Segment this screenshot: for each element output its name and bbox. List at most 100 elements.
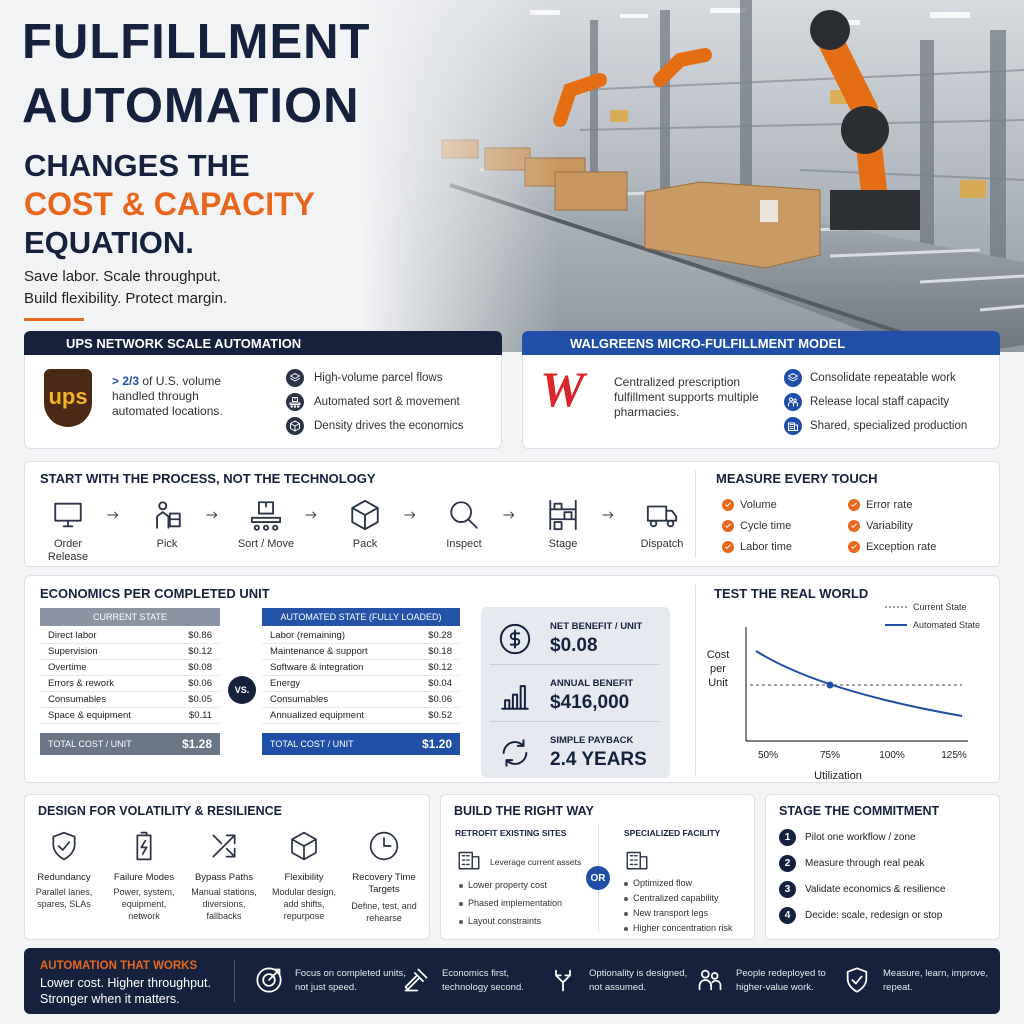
tagline: Build flexibility. Protect margin.: [24, 290, 228, 307]
row-cost: $0.06: [188, 678, 212, 689]
row-item: Supervision: [48, 646, 98, 657]
row-cost: $0.08: [188, 662, 212, 673]
row-line: [262, 723, 460, 724]
or-badge: [586, 866, 610, 890]
point: Layout constraints: [468, 916, 542, 926]
divider: [24, 318, 84, 321]
item-text: Power, system, equipment, network: [113, 887, 175, 921]
row-item: Errors & rework: [48, 678, 114, 689]
metric-label: SIMPLE PAYBACK: [550, 735, 634, 746]
icon: [788, 397, 798, 407]
row-line: [262, 659, 460, 660]
description: Centralized prescription fulfillment sup…: [614, 375, 759, 419]
crossover-point: [826, 681, 834, 689]
icon: [351, 499, 379, 531]
step-number: 4: [784, 910, 791, 921]
footer-point: Economics first, technology second.: [442, 968, 524, 993]
section-title: TEST THE REAL WORLD: [714, 586, 869, 601]
item-text: Define, test, and rehearse: [351, 901, 417, 923]
icon: [626, 851, 648, 870]
icon: [788, 373, 798, 382]
step-label: Stage: [548, 538, 578, 550]
row-line: [40, 643, 220, 644]
divider: [695, 585, 696, 775]
point: Centralized capability: [633, 893, 719, 903]
icon: [52, 831, 76, 861]
divider: [234, 960, 235, 1002]
tagline: Save labor. Scale throughput.: [24, 268, 221, 285]
table-title: AUTOMATED STATE (FULLY LOADED): [280, 612, 442, 622]
footer-line: Lower cost. Higher throughput.: [40, 976, 211, 990]
card-title: WALGREENS MICRO-FULFILLMENT MODEL: [570, 336, 846, 351]
icon: [290, 420, 300, 432]
icon: [212, 834, 236, 858]
icon: [54, 502, 82, 528]
walgreens-logo: W: [540, 361, 585, 417]
icon: [305, 511, 317, 519]
footer-point: People redeployed to higher-value work.: [736, 968, 826, 993]
section-title: ECONOMICS PER COMPLETED UNIT: [40, 586, 270, 601]
card-header: [24, 331, 502, 355]
vs-badge: [228, 676, 256, 704]
measure-item: Cycle time: [740, 520, 792, 532]
step-text: Validate economics & resilience: [805, 884, 946, 895]
icon: [851, 523, 857, 528]
icon: [549, 499, 577, 531]
row-line: [262, 691, 460, 692]
step-number: 1: [784, 832, 791, 843]
icon: [107, 511, 119, 519]
ups-logo: ups: [48, 384, 88, 409]
column-lead: Leverage current assets: [490, 857, 582, 867]
row-line: [40, 723, 220, 724]
icon: [501, 685, 529, 710]
icon: [502, 739, 528, 767]
point: New transport legs: [633, 908, 709, 918]
icon: [136, 831, 152, 861]
footer-point: Measure, learn, improve, repeat.: [883, 968, 989, 993]
metric-value: 2.4 YEARS: [550, 749, 647, 770]
row-line: [40, 707, 220, 708]
item-title: Redundancy: [37, 872, 91, 883]
icon: [698, 969, 722, 991]
stat-highlight: > 2/3: [112, 374, 140, 388]
icon: [503, 511, 515, 519]
subtitle-highlight: COST & CAPACITY: [24, 186, 315, 222]
hero-photo: [360, 0, 1024, 352]
row-cost: $0.06: [428, 694, 452, 705]
item-text: Manual stations, diversions, fallbacks: [191, 887, 257, 921]
row-cost: $0.04: [428, 678, 452, 689]
item-title: Bypass Paths: [194, 872, 254, 883]
card-title: UPS NETWORK SCALE AUTOMATION: [66, 336, 302, 351]
measure-item: Variability: [866, 520, 913, 532]
table-header: [40, 608, 220, 626]
icon: [290, 373, 300, 382]
step-text: Measure through real peak: [805, 858, 925, 869]
point: Optimized flow: [633, 878, 693, 888]
icon: [555, 969, 571, 992]
subtitle: EQUATION.: [24, 225, 194, 260]
footer-point: Focus on completed units, not just speed…: [295, 968, 406, 993]
x-tick-label: 50%: [757, 750, 778, 761]
step-number: 3: [784, 884, 791, 895]
icon: [156, 501, 181, 529]
row-cost: $0.12: [428, 662, 452, 673]
row-item: Direct labor: [48, 630, 97, 641]
title: FULFILLMENT: [22, 15, 371, 69]
ups-logo-shield: [44, 369, 92, 427]
item-text: Modular design, add shifts, repurpose: [271, 887, 337, 921]
step-badge: [779, 829, 796, 846]
metrics-panel: [481, 607, 670, 778]
point: High-volume parcel flows: [314, 372, 443, 384]
icon: [206, 511, 218, 519]
x-tick-label: 125%: [941, 750, 967, 761]
point: Automated sort & movement: [314, 396, 460, 408]
row-cost: $0.18: [428, 646, 452, 657]
metric-value: $0.08: [550, 635, 598, 656]
section-title: DESIGN FOR VOLATILITY & RESILIENCE: [38, 804, 283, 818]
row-item: Maintenance & support: [270, 646, 368, 657]
bullet-icon: [459, 902, 463, 906]
total-row: [262, 733, 460, 755]
icon: [256, 967, 282, 993]
icon: [725, 523, 731, 528]
vs-label: VS.: [234, 685, 250, 695]
